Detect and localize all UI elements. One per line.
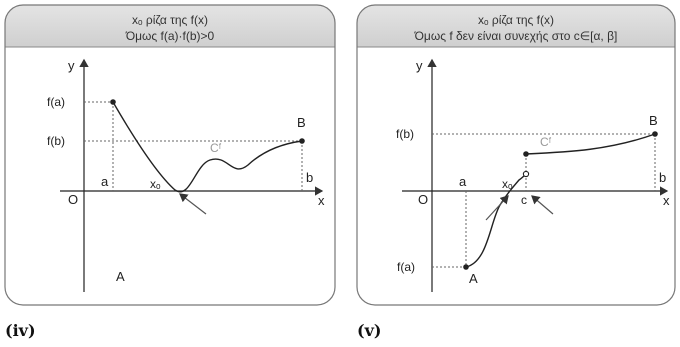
panel-iv-fa-label: f(a): [47, 95, 65, 109]
panel-iv-point-b-label: B: [297, 115, 306, 130]
panel-v-endpoint-b: [652, 131, 658, 137]
panel-iv-fb-label: f(b): [47, 134, 65, 148]
panel-v-y-label: y: [416, 58, 423, 73]
panel-v-fa-label: f(a): [397, 260, 415, 274]
panel-iv-root-arrow: [179, 193, 207, 215]
panel-iv-b-label: b: [306, 170, 313, 185]
panel-v-jump-point: [523, 151, 529, 157]
panel-v-open-point: [522, 170, 530, 178]
panel-iv-frame: [4, 4, 336, 306]
panel-v-x-label: x: [663, 193, 670, 208]
panel-v-origin-label: O: [418, 192, 428, 207]
panel-v-endpoint-a: [463, 264, 469, 270]
panel-v-header-line2: Όμως f δεν είναι συνεχής στο c∈[α, β]: [414, 29, 618, 43]
panel-v: xₒ ρίζα της f(x) Όμως f δεν είναι συνεχή…: [356, 4, 676, 306]
panel-v-fb-label: f(b): [396, 127, 414, 141]
panel-v-frame: [356, 4, 676, 306]
panel-v-point-b-label: B: [649, 113, 658, 128]
panel-iv-x-label: x: [318, 193, 325, 208]
panel-v-header: [357, 5, 675, 47]
panel-iv-curve: [112, 101, 303, 193]
panel-v-b-label: b: [659, 170, 666, 185]
panel-iv-endpoint-b: [299, 138, 305, 144]
panel-v-curve-right: [525, 133, 656, 155]
panel-iv-origin-label: O: [68, 192, 78, 207]
panel-v-a-label: a: [459, 174, 467, 189]
caption-iv: (iv): [5, 321, 36, 340]
panel-iv-point-a-label: A: [116, 269, 125, 284]
panel-v-curve-left: [465, 173, 527, 268]
panel-v-point-a-label: A: [469, 271, 478, 286]
panel-iv-header-line2: Όμως f(a)·f(b)>0: [125, 29, 215, 43]
panel-v-header-line1: xₒ ρίζα της f(x): [478, 13, 554, 27]
panel-iv-header: [5, 5, 335, 47]
panel-v-c-label: c: [521, 193, 527, 207]
panel-v-curve-label: Cᶠ: [540, 135, 552, 149]
panel-iv-y-label: y: [68, 58, 75, 73]
panel-iv-header-line1: xₒ ρίζα της f(x): [132, 13, 208, 27]
panel-iv: xₒ ρίζα της f(x) Όμως f(a)·f(b)>0 y x O …: [4, 4, 336, 306]
panel-iv-curve-label: Cᶠ: [210, 141, 222, 155]
panel-v-root-arrow-right: [531, 195, 554, 215]
panel-v-xo-label: xₒ: [502, 177, 513, 191]
caption-v: (v): [357, 321, 381, 340]
panel-v-root-arrow-left: [485, 195, 509, 221]
panel-iv-xo-label: xₒ: [150, 177, 161, 191]
panel-iv-endpoint-a: [110, 99, 116, 105]
panel-iv-a-label: a: [101, 174, 109, 189]
